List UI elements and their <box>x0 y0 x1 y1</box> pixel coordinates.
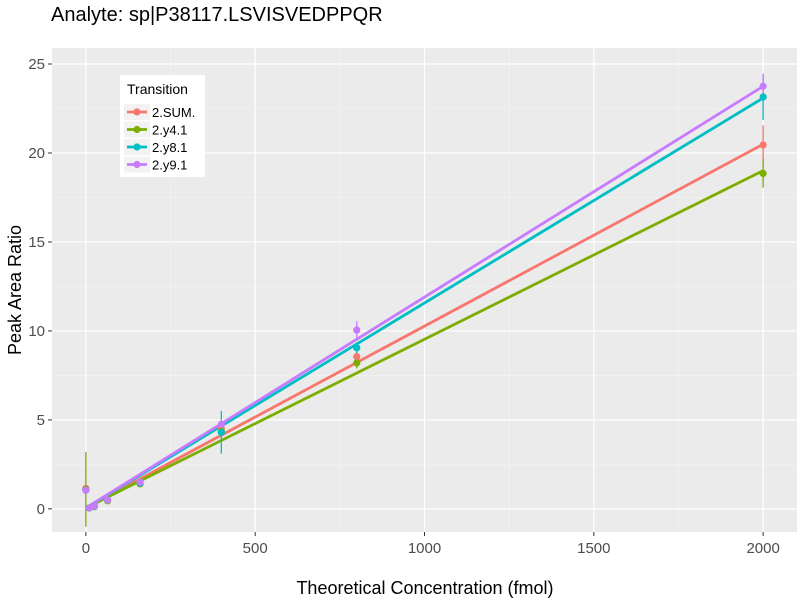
data-points <box>82 82 767 512</box>
data-point <box>353 359 361 367</box>
fit-line <box>85 85 764 510</box>
legend-key-point <box>133 143 141 151</box>
data-point <box>759 93 767 101</box>
chart-title: Analyte: sp|P38117.LSVISVEDPPQR <box>51 4 383 26</box>
legend-label: 2.y9.1 <box>152 158 187 173</box>
x-axis-title: Theoretical Concentration (fmol) <box>296 578 553 598</box>
data-point <box>353 353 361 361</box>
y-tick-label: 5 <box>37 412 45 429</box>
fit-line <box>85 96 764 510</box>
y-tick-label: 10 <box>28 323 45 340</box>
y-tick-label: 25 <box>28 56 45 73</box>
y-tick-label: 0 <box>37 501 45 518</box>
data-point <box>759 82 767 90</box>
legend: Transition 2.SUM. 2.y4.1 2.y8.1 2.y9.1 <box>120 75 205 177</box>
x-tick-label: 0 <box>82 540 90 557</box>
x-tick-label: 500 <box>243 540 268 557</box>
axis-tick-labels: 0 500 1000 1500 2000 0 5 10 15 20 25 <box>28 56 780 557</box>
legend-label: 2.y8.1 <box>152 140 187 155</box>
x-tick-label: 2000 <box>746 540 779 557</box>
data-point <box>90 502 98 510</box>
data-point <box>759 141 767 149</box>
fit-line <box>85 169 764 510</box>
x-tick-label: 1500 <box>577 540 610 557</box>
y-tick-label: 15 <box>28 234 45 251</box>
legend-key-point <box>133 160 141 169</box>
data-point <box>759 169 767 178</box>
legend-key-point <box>133 125 141 134</box>
x-tick-label: 1000 <box>408 540 441 557</box>
y-axis-title: Peak Area Ratio <box>5 225 25 355</box>
y-tick-label: 20 <box>28 145 45 162</box>
legend-key-point <box>133 108 141 116</box>
legend-title: Transition <box>127 81 188 97</box>
legend-label: 2.y4.1 <box>152 123 187 138</box>
data-point <box>217 428 225 436</box>
axis-ticks <box>48 63 764 536</box>
data-point <box>217 420 225 428</box>
data-point <box>353 326 361 334</box>
data-point <box>136 478 144 486</box>
data-point <box>82 486 90 494</box>
legend-label: 2.SUM. <box>152 105 195 120</box>
fit-lines <box>85 85 764 510</box>
data-point <box>103 496 112 504</box>
data-point <box>353 344 361 352</box>
fit-line <box>85 143 764 510</box>
